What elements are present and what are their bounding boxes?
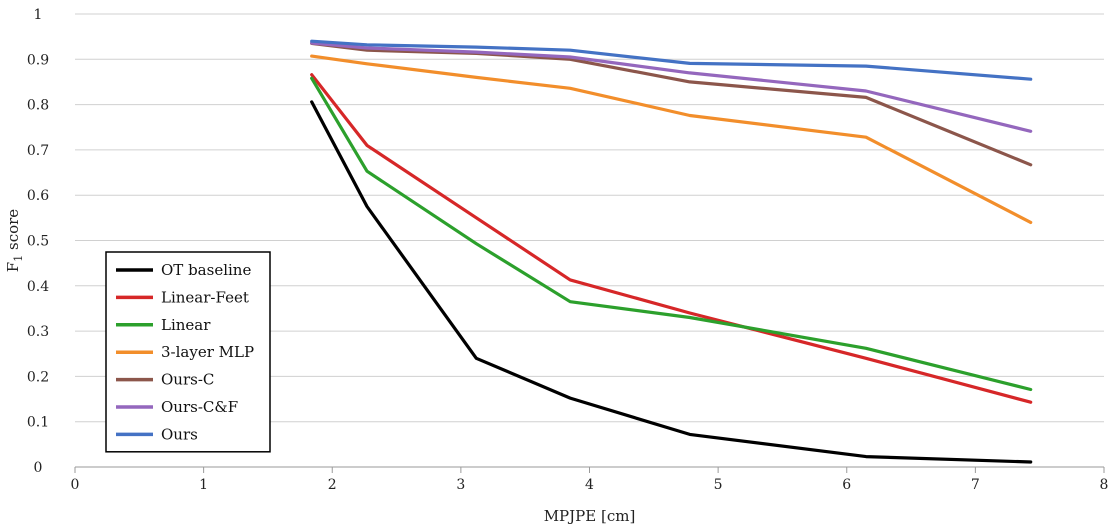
legend-label: Ours [161, 425, 198, 443]
x-tick-label: 7 [971, 477, 980, 493]
y-tick-label: 0 [34, 460, 43, 476]
y-tick-label: 0.1 [27, 415, 49, 431]
series-lines [310, 39, 1033, 464]
y-tick-label: 1 [34, 7, 43, 23]
series-line-ours-c-f [310, 41, 1033, 133]
y-tick-label: 0.2 [27, 369, 49, 385]
y-tick-label: 0.9 [27, 52, 49, 68]
x-tick-label: 3 [456, 477, 465, 493]
y-axis-title-main: F [4, 262, 22, 272]
legend-label: OT baseline [161, 261, 251, 279]
series-line-ours-c [310, 41, 1033, 167]
x-tick-label: 1 [199, 477, 208, 493]
tick-labels: 0 0.1 0.2 0.3 0.4 0.5 0.6 0.7 0.8 0.9 1 0 1 2 3 4 5 6 7 8 [27, 7, 1109, 493]
x-tick-label: 6 [842, 477, 851, 493]
series-line-3-layer-mlp [310, 54, 1033, 224]
x-tick-label: 5 [714, 477, 723, 493]
legend-label: Linear [161, 316, 211, 334]
y-tick-label: 0.5 [27, 234, 49, 250]
legend-label: Ours-C&F [161, 398, 238, 416]
legend: OT baseline Linear-Feet Linear 3-layer MLP O… [105, 251, 271, 453]
y-tick-label: 0.4 [27, 279, 49, 295]
y-tick-label: 0.8 [27, 98, 49, 114]
y-tick-label: 0.3 [27, 324, 49, 340]
x-tick-label: 8 [1100, 477, 1109, 493]
legend-label: Ours-C [161, 371, 214, 389]
x-axis-title: MPJPE [cm] [544, 507, 636, 525]
legend-label: Linear-Feet [161, 288, 249, 306]
series-line-ours [310, 39, 1033, 81]
y-axis-title: F1 score [4, 209, 25, 272]
y-axis-title-subscript: 1 [12, 255, 25, 262]
y-axis-title-rest: score [4, 209, 22, 255]
x-tick-label: 2 [328, 477, 337, 493]
series-line-linear [310, 76, 1033, 392]
y-tick-label: 0.7 [27, 143, 49, 159]
series-line-ot-baseline [310, 100, 1033, 464]
x-tick-label: 0 [71, 477, 80, 493]
x-tick-label: 4 [585, 477, 594, 493]
legend-label: 3-layer MLP [161, 343, 254, 361]
series-line-linear-feet [310, 73, 1033, 404]
y-tick-label: 0.6 [27, 188, 49, 204]
axes [74, 466, 1105, 473]
legend-items: OT baseline Linear-Feet Linear 3-layer MLP O… [116, 261, 254, 443]
